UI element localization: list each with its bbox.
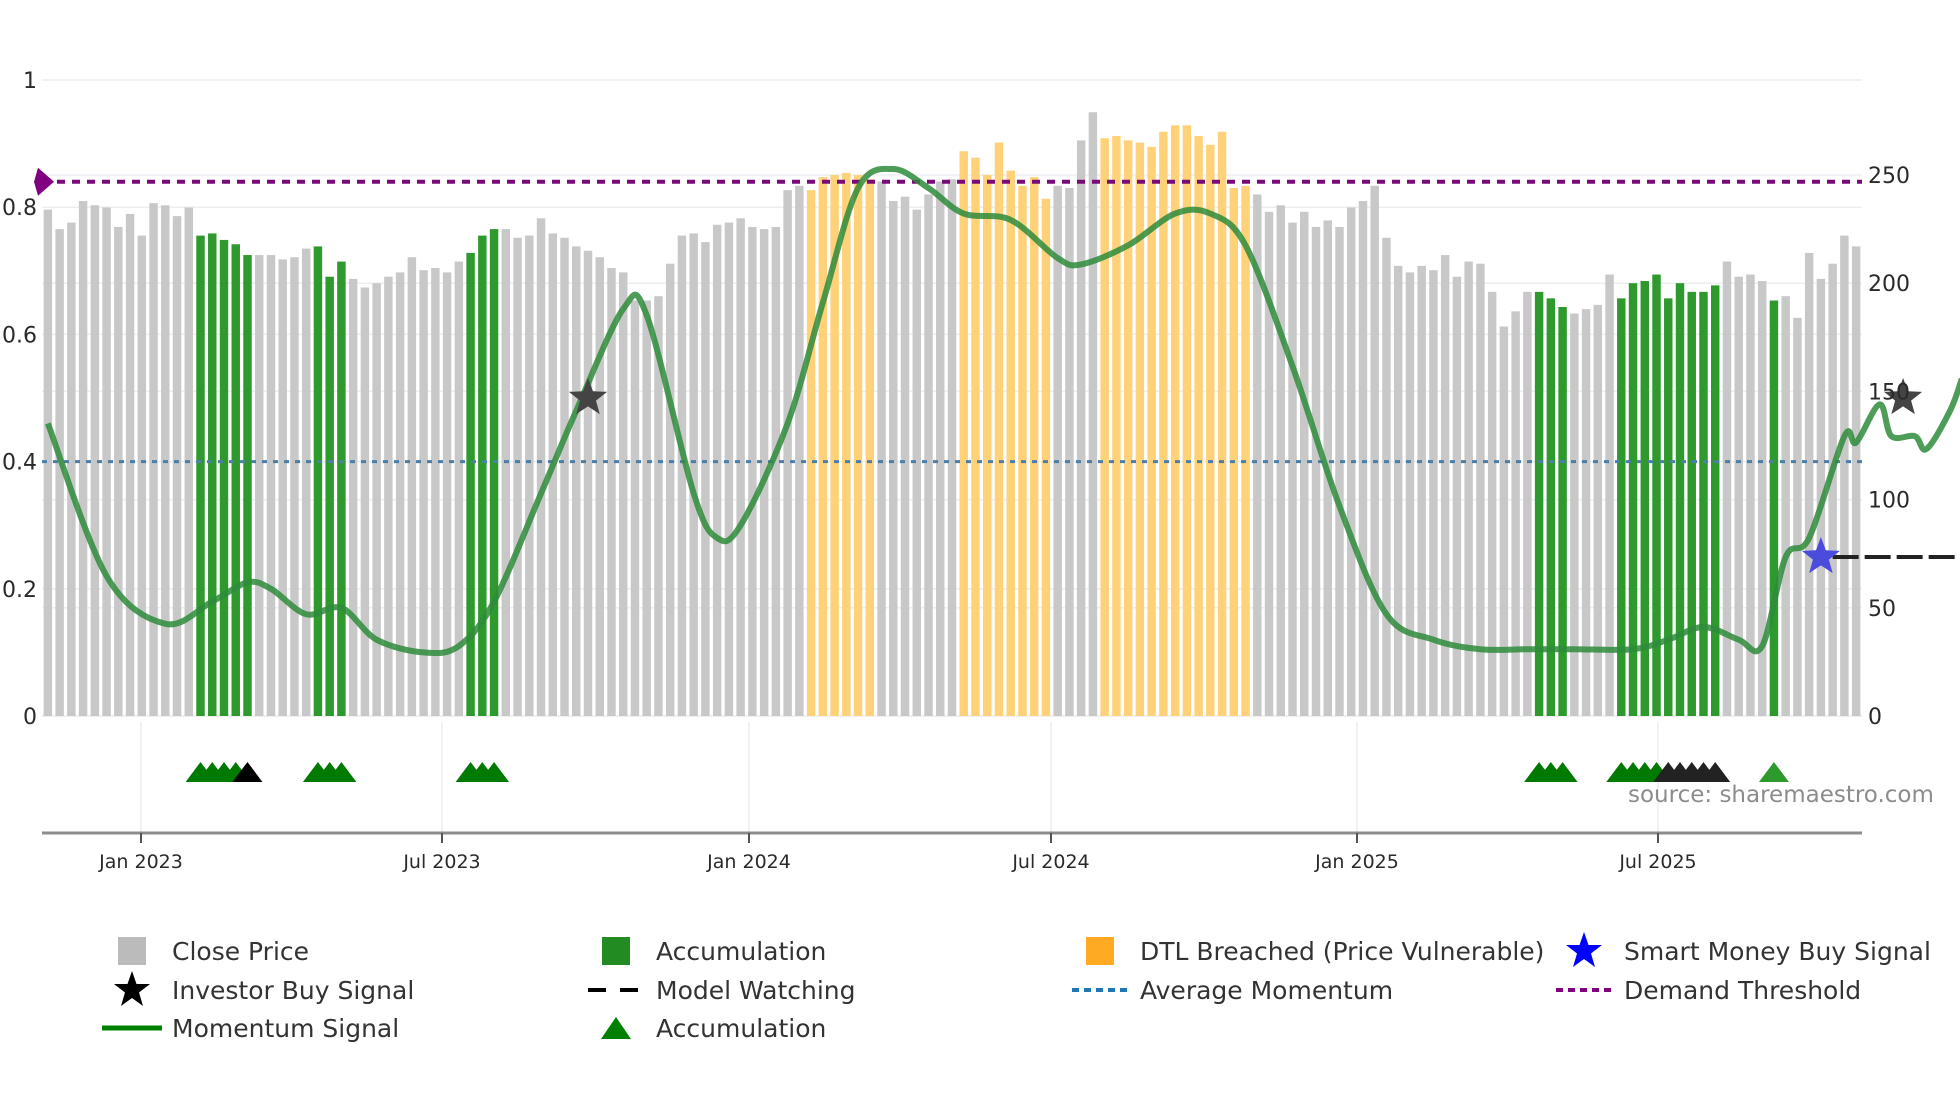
x-tick-label: Jul 2024 xyxy=(1011,851,1089,873)
left-y-tick-label: 0.6 xyxy=(2,323,37,348)
x-tick-label: Jan 2023 xyxy=(98,851,183,873)
x-tick-label: Jul 2023 xyxy=(402,851,480,873)
threshold-lines xyxy=(34,167,1862,464)
source-label: source: sharemaestro.com xyxy=(1628,782,1934,808)
signal-markers xyxy=(185,378,1960,782)
x-tick-label: Jul 2025 xyxy=(1618,851,1696,873)
right-y-tick-label: 250 xyxy=(1868,164,1910,189)
left-y-tick-label: 0 xyxy=(23,705,37,730)
x-tick-label: Jan 2024 xyxy=(706,851,791,873)
price-bars xyxy=(43,112,1861,717)
left-y-tick-label: 0.2 xyxy=(2,578,37,603)
left-y-tick-label: 0.4 xyxy=(2,451,37,476)
right-y-tick-label: 200 xyxy=(1868,272,1910,297)
right-y-tick-label: 0 xyxy=(1868,705,1882,730)
right-y-tick-label: 150 xyxy=(1868,380,1910,405)
left-y-tick-label: 0.8 xyxy=(2,196,37,221)
x-tick-label: Jan 2025 xyxy=(1314,851,1399,873)
momentum-signal-line xyxy=(45,165,1960,657)
axes: Jan 2023 Jul 2023 Jan 2024 Jul 2024 Jan 2025… xyxy=(2,69,1910,873)
left-y-tick-label: 1 xyxy=(23,69,37,94)
right-y-tick-label: 100 xyxy=(1868,489,1910,514)
right-y-tick-label: 50 xyxy=(1868,597,1896,622)
